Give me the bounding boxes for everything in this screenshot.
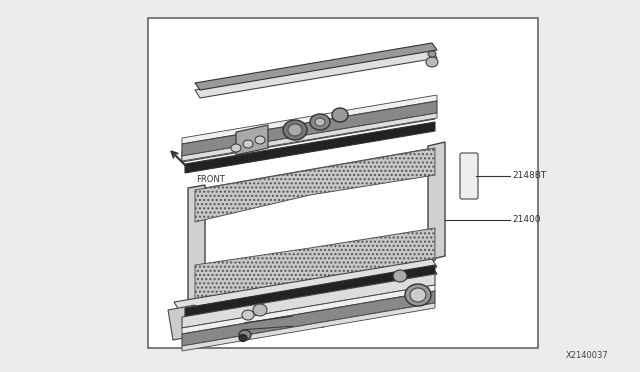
Ellipse shape [242, 310, 254, 320]
Ellipse shape [410, 288, 426, 302]
Bar [148, 18, 538, 348]
Polygon shape [428, 142, 445, 260]
Ellipse shape [315, 118, 325, 126]
Polygon shape [182, 101, 437, 156]
Polygon shape [182, 108, 435, 162]
Polygon shape [182, 113, 437, 161]
Text: X2140037: X2140037 [565, 351, 608, 360]
Text: 21400: 21400 [512, 215, 541, 224]
Polygon shape [195, 148, 435, 222]
Ellipse shape [239, 334, 247, 341]
FancyBboxPatch shape [460, 153, 478, 199]
Text: 21460G: 21460G [297, 311, 333, 321]
Polygon shape [182, 285, 435, 334]
Ellipse shape [243, 140, 253, 148]
Polygon shape [182, 303, 435, 351]
Ellipse shape [426, 57, 438, 67]
Ellipse shape [310, 114, 330, 130]
Polygon shape [195, 50, 437, 98]
Text: 2148BT: 2148BT [512, 171, 547, 180]
Ellipse shape [283, 120, 307, 140]
Polygon shape [185, 122, 435, 173]
Polygon shape [185, 265, 435, 317]
Ellipse shape [253, 304, 267, 316]
Polygon shape [182, 95, 437, 144]
Ellipse shape [405, 284, 431, 306]
Polygon shape [195, 43, 437, 90]
Text: FRONT: FRONT [196, 175, 225, 184]
Ellipse shape [332, 108, 348, 122]
Ellipse shape [288, 124, 302, 136]
Polygon shape [182, 274, 435, 328]
Ellipse shape [231, 144, 241, 152]
Ellipse shape [393, 270, 407, 282]
Polygon shape [195, 148, 435, 300]
Polygon shape [188, 185, 205, 307]
Text: 21490: 21490 [297, 321, 326, 330]
Polygon shape [174, 259, 437, 310]
Polygon shape [168, 305, 200, 340]
Ellipse shape [239, 330, 251, 340]
Polygon shape [182, 291, 435, 346]
Ellipse shape [428, 51, 436, 57]
Polygon shape [174, 267, 437, 317]
Polygon shape [195, 228, 435, 300]
Polygon shape [236, 125, 268, 155]
Ellipse shape [255, 136, 265, 144]
